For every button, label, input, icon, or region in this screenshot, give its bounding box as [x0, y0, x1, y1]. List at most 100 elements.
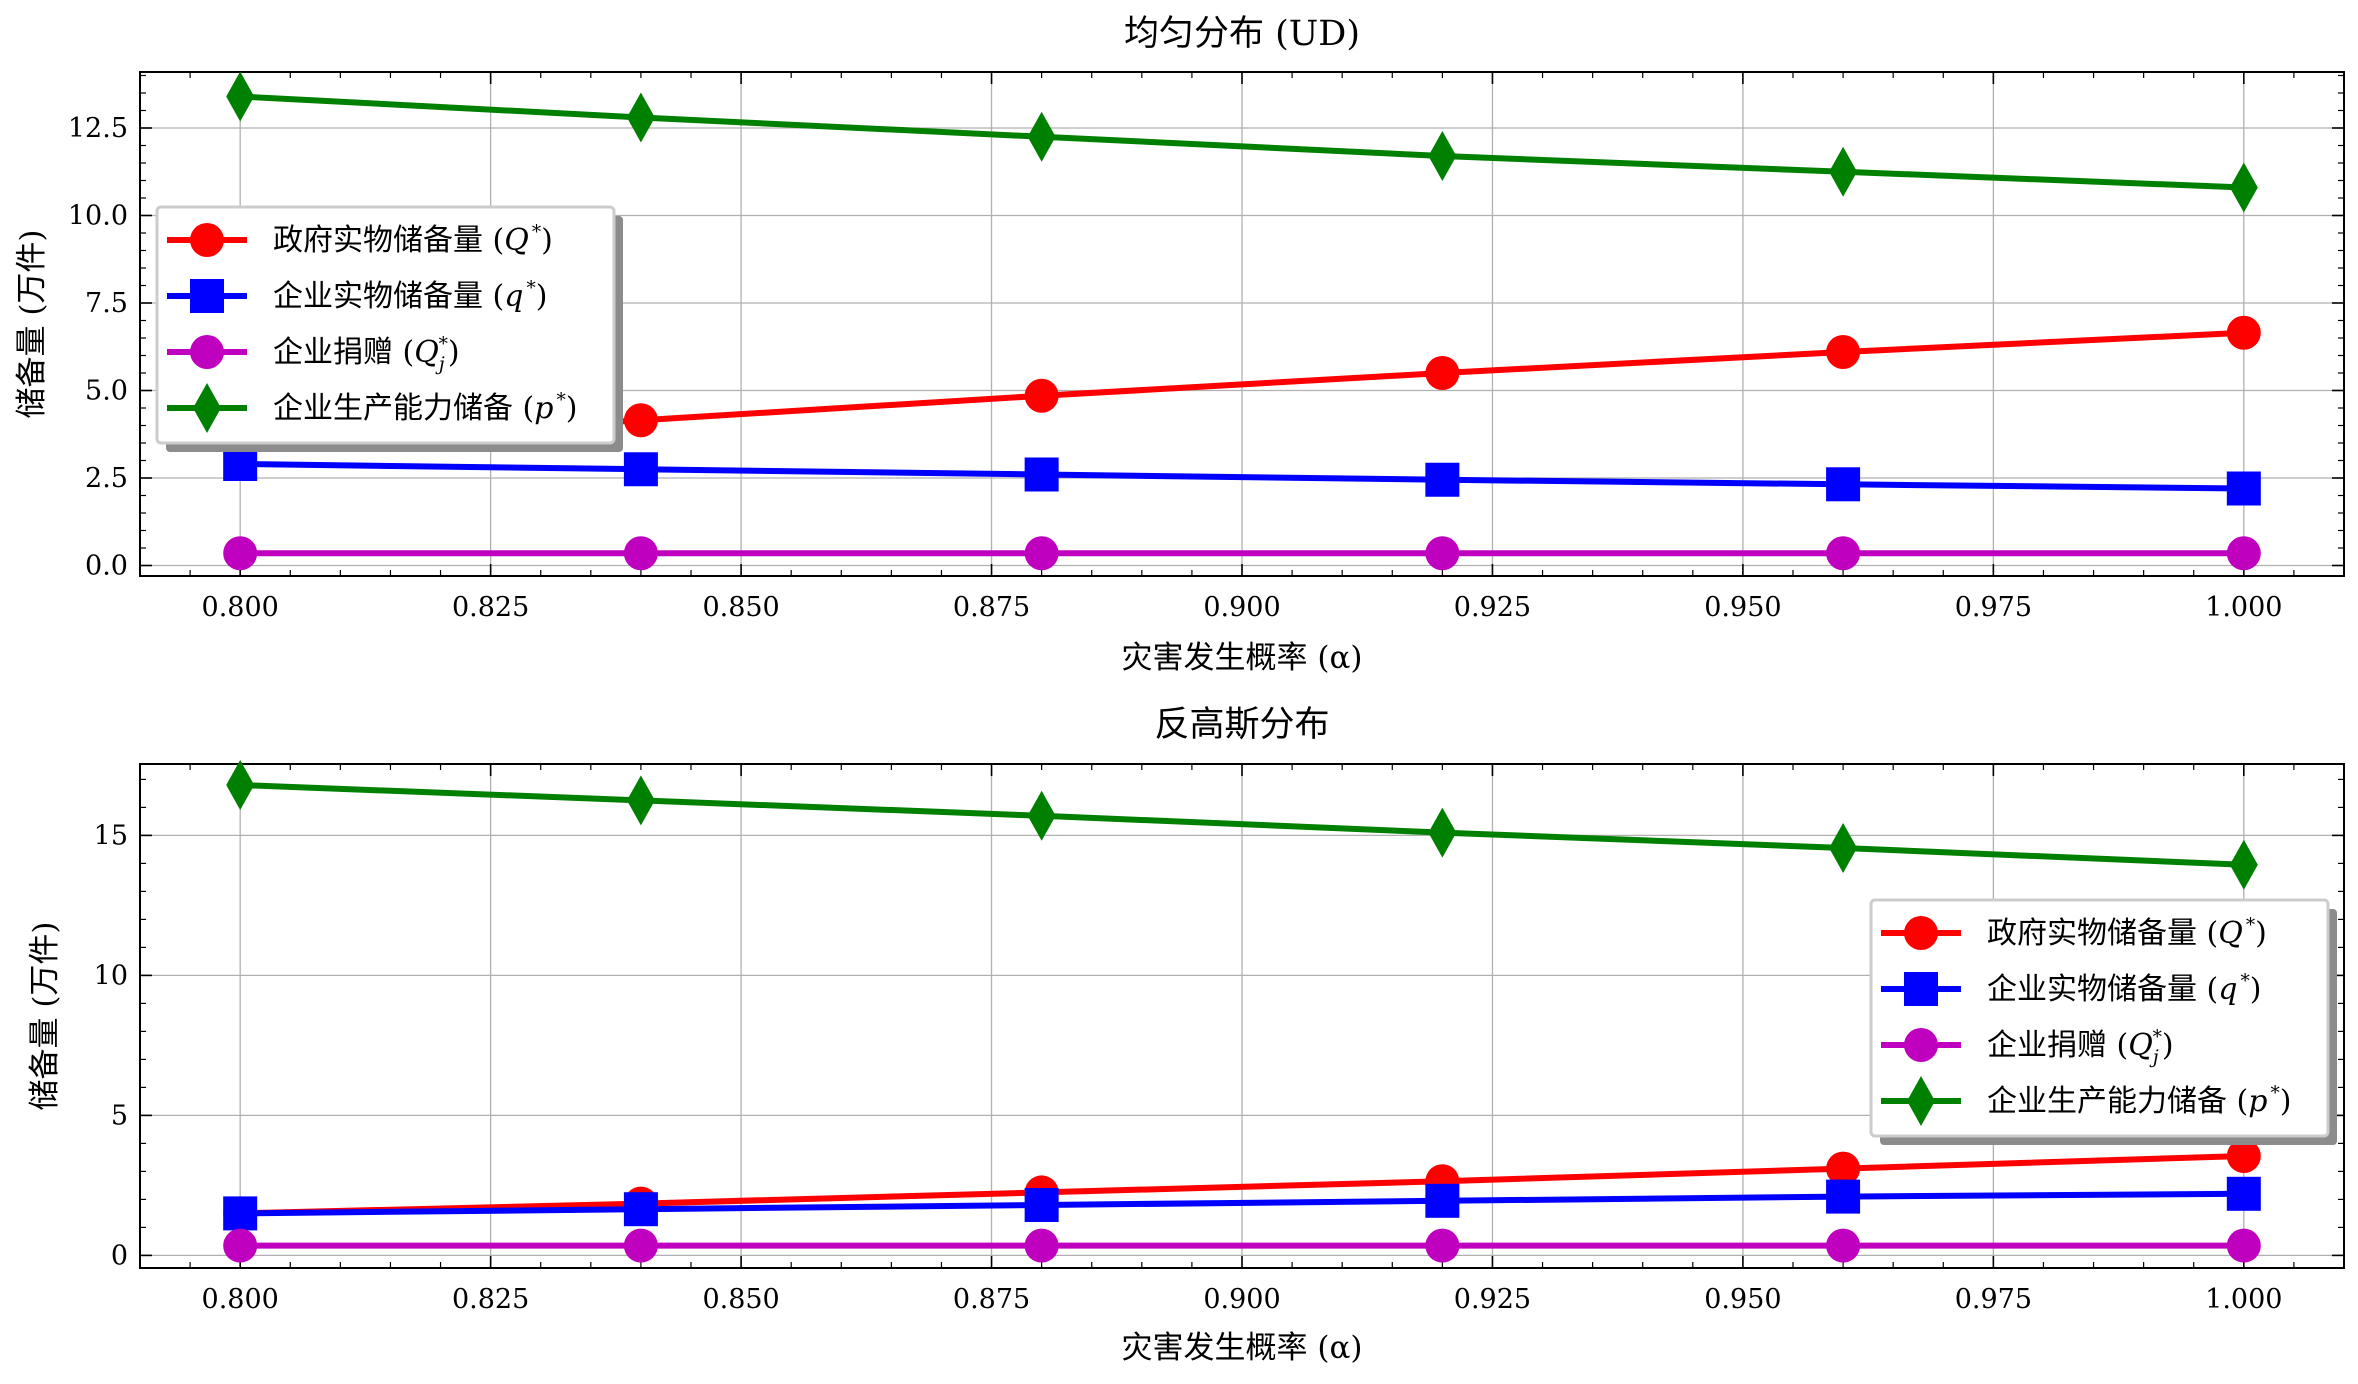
x-tick-label: 1.000: [2205, 1284, 2282, 1315]
data-point: [1027, 790, 1056, 841]
series-line: [240, 1153, 2244, 1217]
data-point: [1826, 1228, 1861, 1263]
data-point: [1829, 823, 1858, 873]
x-tick-label: 0.825: [452, 592, 529, 623]
y-tick-label: 15: [94, 820, 128, 851]
y-axis-label: 储备量 (万件): [27, 921, 63, 1110]
series-2: [223, 1176, 2261, 1231]
data-point: [1829, 146, 1858, 197]
legend: 政府实物储备量 (Q *) 企业实物储备量 (q *) 企业捐赠 (Qj*) 企业生产能力…: [1869, 898, 2337, 1145]
y-tick-label: 10.0: [68, 201, 128, 232]
legend-marker: [1904, 1028, 1938, 1062]
data-point: [1425, 356, 1460, 390]
y-tick-label: 2.5: [85, 463, 128, 494]
data-point: [1027, 111, 1056, 162]
data-point: [626, 92, 655, 143]
legend-marker: [1904, 972, 1938, 1006]
data-point: [623, 403, 658, 438]
legend: 政府实物储备量 (Q *) 企业实物储备量 (q *) 企业捐赠 (Qj*) 企业生产能力…: [155, 205, 623, 452]
x-tick-label: 0.875: [953, 592, 1030, 623]
data-point: [1826, 335, 1861, 369]
legend-label: 企业实物储备量 (q *): [1987, 971, 2261, 1007]
legend-box: [1869, 898, 2330, 1138]
y-tick-label: 7.5: [85, 288, 128, 319]
x-tick-label: 0.850: [702, 592, 779, 623]
y-axis-label: 储备量 (万件): [14, 229, 50, 418]
series-4: [226, 760, 2258, 890]
x-tick-label: 0.925: [1454, 592, 1531, 623]
chart-panel-1: 0.800 0.825 0.850 0.875 0.900 0.925 0.950 0.975…: [14, 14, 2345, 676]
data-point: [2229, 839, 2258, 890]
x-tick-label: 0.950: [1704, 592, 1781, 623]
y-tick-label: 12.5: [68, 113, 128, 144]
x-tick-label: 0.950: [1704, 1284, 1781, 1315]
x-tick-label: 0.975: [1955, 1284, 2032, 1315]
legend-label: 政府实物储备量 (Q *): [1987, 915, 2267, 951]
data-point: [1024, 536, 1059, 571]
data-point: [2226, 1228, 2261, 1263]
x-tick-label: 0.850: [702, 1284, 779, 1315]
x-tick-label: 0.875: [953, 1284, 1030, 1315]
x-tick-label: 0.975: [1955, 592, 2032, 623]
x-tick-label: 0.825: [452, 1284, 529, 1315]
chart-panel-2: 0.800 0.825 0.850 0.875 0.900 0.925 0.950 0.975…: [27, 705, 2345, 1366]
x-tick-label: 0.800: [202, 1284, 279, 1315]
legend-marker: [1907, 1076, 1935, 1126]
series-3: [223, 536, 2261, 571]
data-point: [623, 1228, 658, 1263]
series-line: [240, 782, 2244, 868]
data-point: [1024, 1188, 1059, 1222]
data-point: [1024, 457, 1059, 492]
legend-label: 企业生产能力储备 (p *): [273, 390, 577, 426]
legend-marker: [190, 279, 224, 313]
data-point: [1425, 462, 1460, 497]
legend-box: [155, 205, 616, 445]
data-point: [223, 1228, 258, 1263]
chart-title: 反高斯分布: [1154, 705, 1329, 745]
y-tick-label: 0: [111, 1240, 128, 1271]
x-tick-label: 0.900: [1203, 1284, 1280, 1315]
x-tick-label: 0.800: [202, 592, 279, 623]
data-point: [1425, 1183, 1460, 1218]
chart-title: 均匀分布 (UD): [1124, 14, 1360, 54]
legend-marker: [190, 223, 224, 257]
data-point: [2226, 1176, 2261, 1211]
data-point: [1826, 1151, 1861, 1186]
data-point: [623, 452, 658, 487]
y-tick-label: 10: [94, 960, 128, 991]
data-point: [626, 775, 655, 826]
legend-label: 政府实物储备量 (Q *): [273, 222, 553, 258]
data-point: [623, 536, 658, 571]
data-point: [223, 447, 258, 481]
x-tick-label: 0.900: [1203, 592, 1280, 623]
data-point: [2226, 1139, 2261, 1173]
series-line: [240, 1190, 2244, 1217]
y-tick-label: 0.0: [85, 551, 128, 582]
y-tick-label: 5.0: [85, 376, 128, 407]
legend-label: 企业捐赠 (Qj*): [1987, 1027, 2174, 1068]
data-point: [623, 1192, 658, 1227]
data-point: [2229, 162, 2258, 213]
data-point: [1425, 536, 1460, 571]
data-point: [1826, 1179, 1861, 1214]
data-point: [223, 1196, 258, 1231]
legend-label: 企业实物储备量 (q *): [273, 278, 547, 314]
x-tick-label: 1.000: [2205, 592, 2282, 623]
data-point: [1024, 1228, 1059, 1263]
data-point: [223, 536, 258, 571]
series-4: [226, 71, 2258, 213]
legend-marker: [193, 383, 221, 433]
data-point: [1428, 807, 1457, 858]
data-point: [2226, 315, 2261, 350]
data-point: [2226, 471, 2261, 506]
series-line: [240, 461, 2244, 492]
y-tick-label: 5: [111, 1100, 128, 1131]
data-point: [1024, 378, 1059, 413]
series-line: [240, 93, 2244, 191]
data-point: [1826, 536, 1861, 571]
series-3: [223, 1228, 2261, 1263]
legend-label: 企业生产能力储备 (p *): [1987, 1083, 2291, 1119]
legend-marker: [190, 335, 224, 369]
data-point: [226, 71, 255, 122]
